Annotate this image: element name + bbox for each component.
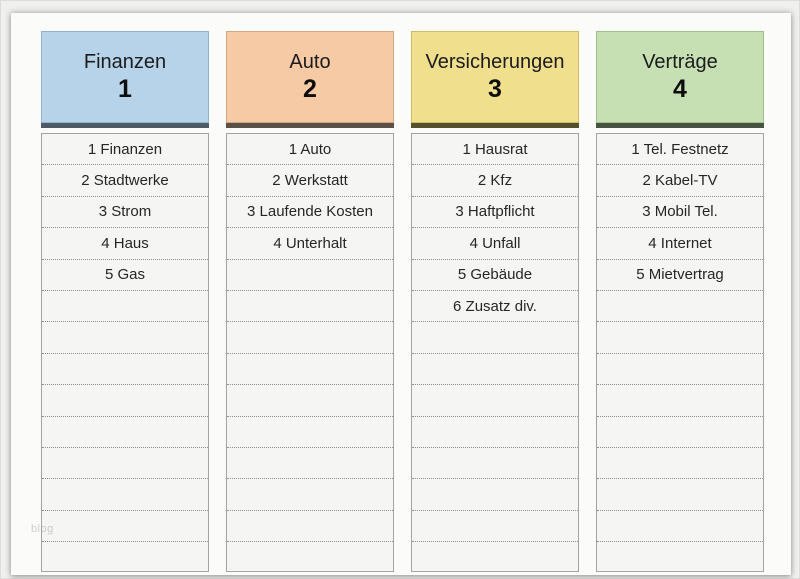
list-item[interactable]: 5 Gebäude	[412, 259, 578, 291]
empty-row[interactable]	[412, 322, 578, 354]
list-item[interactable]: 5 Mietvertrag	[597, 259, 763, 291]
empty-row[interactable]	[597, 510, 763, 543]
list-item[interactable]: 3 Haftpflicht	[412, 196, 578, 229]
list-item[interactable]: 2 Werkstatt	[227, 165, 393, 197]
empty-row[interactable]	[227, 510, 393, 543]
column-number: 2	[303, 74, 317, 103]
empty-row[interactable]	[597, 385, 763, 417]
empty-row[interactable]	[227, 416, 393, 448]
binder-column-4: Verträge 4 1 Tel. Festnetz 2 Kabel-TV 3 Mo…	[596, 31, 764, 572]
column-rows: 1 Finanzen 2 Stadtwerke 3 Strom 4 Haus 5 Gas	[41, 133, 209, 572]
column-underline	[41, 123, 209, 128]
template-page: Finanzen 1 1 Finanzen 2 Stadtwerke 3 Strom…	[11, 13, 791, 575]
empty-row[interactable]	[42, 510, 208, 543]
empty-row[interactable]	[227, 290, 393, 323]
column-rows: 1 Hausrat 2 Kfz 3 Haftpflicht 4 Unfall 5 Geb…	[411, 133, 579, 572]
list-item[interactable]: 2 Stadtwerke	[42, 165, 208, 197]
empty-row[interactable]	[412, 510, 578, 543]
list-item[interactable]: 5 Gas	[42, 259, 208, 291]
column-title: Versicherungen	[425, 50, 565, 73]
empty-row[interactable]	[42, 353, 208, 386]
empty-row[interactable]	[597, 447, 763, 480]
column-title: Auto	[289, 50, 331, 73]
list-item[interactable]: 1 Finanzen	[42, 134, 208, 166]
column-title: Finanzen	[83, 50, 167, 73]
column-header[interactable]: Versicherungen 3	[411, 31, 579, 123]
empty-row[interactable]	[227, 322, 393, 354]
empty-row[interactable]	[227, 479, 393, 511]
empty-row[interactable]	[227, 542, 393, 571]
binder-column-1: Finanzen 1 1 Finanzen 2 Stadtwerke 3 Strom…	[41, 31, 209, 572]
empty-row[interactable]	[412, 447, 578, 480]
empty-row[interactable]	[597, 479, 763, 511]
empty-row[interactable]	[597, 542, 763, 571]
column-rows: 1 Tel. Festnetz 2 Kabel-TV 3 Mobil Tel. 4 I…	[596, 133, 764, 572]
empty-row[interactable]	[597, 322, 763, 354]
empty-row[interactable]	[42, 322, 208, 354]
empty-row[interactable]	[412, 479, 578, 511]
empty-row[interactable]	[42, 447, 208, 480]
column-number: 4	[673, 74, 687, 103]
empty-row[interactable]	[42, 385, 208, 417]
list-item[interactable]: 4 Unfall	[412, 228, 578, 260]
column-title: Verträge	[642, 50, 718, 73]
list-item[interactable]: 3 Mobil Tel.	[597, 196, 763, 229]
column-number: 1	[118, 74, 132, 103]
column-header[interactable]: Auto 2	[226, 31, 394, 123]
list-item[interactable]: 6 Zusatz div.	[412, 290, 578, 323]
empty-row[interactable]	[227, 385, 393, 417]
list-item[interactable]: 3 Strom	[42, 196, 208, 229]
binder-column-2: Auto 2 1 Auto 2 Werkstatt 3 Laufende Koste…	[226, 31, 394, 572]
list-item[interactable]: 1 Tel. Festnetz	[597, 134, 763, 166]
empty-row[interactable]	[42, 542, 208, 571]
empty-row[interactable]	[42, 416, 208, 448]
empty-row[interactable]	[42, 479, 208, 511]
column-underline	[226, 123, 394, 128]
list-item[interactable]: 1 Auto	[227, 134, 393, 166]
column-header[interactable]: Finanzen 1	[41, 31, 209, 123]
empty-row[interactable]	[597, 416, 763, 448]
empty-row[interactable]	[227, 447, 393, 480]
list-item[interactable]: 1 Hausrat	[412, 134, 578, 166]
column-number: 3	[488, 74, 502, 103]
empty-row[interactable]	[597, 290, 763, 323]
column-underline	[596, 123, 764, 128]
empty-row[interactable]	[412, 385, 578, 417]
empty-row[interactable]	[227, 259, 393, 291]
list-item[interactable]: 4 Unterhalt	[227, 228, 393, 260]
list-item[interactable]: 2 Kfz	[412, 165, 578, 197]
empty-row[interactable]	[412, 416, 578, 448]
empty-row[interactable]	[412, 542, 578, 571]
column-header[interactable]: Verträge 4	[596, 31, 764, 123]
empty-row[interactable]	[597, 353, 763, 386]
column-underline	[411, 123, 579, 128]
column-rows: 1 Auto 2 Werkstatt 3 Laufende Kosten 4 Unte…	[226, 133, 394, 572]
empty-row[interactable]	[42, 290, 208, 323]
list-item[interactable]: 3 Laufende Kosten	[227, 196, 393, 229]
list-item[interactable]: 2 Kabel-TV	[597, 165, 763, 197]
empty-row[interactable]	[412, 353, 578, 386]
empty-row[interactable]	[227, 353, 393, 386]
list-item[interactable]: 4 Haus	[42, 228, 208, 260]
list-item[interactable]: 4 Internet	[597, 228, 763, 260]
binder-column-3: Versicherungen 3 1 Hausrat 2 Kfz 3 Haftpfl…	[411, 31, 579, 572]
binder-columns: Finanzen 1 1 Finanzen 2 Stadtwerke 3 Strom…	[41, 31, 764, 572]
